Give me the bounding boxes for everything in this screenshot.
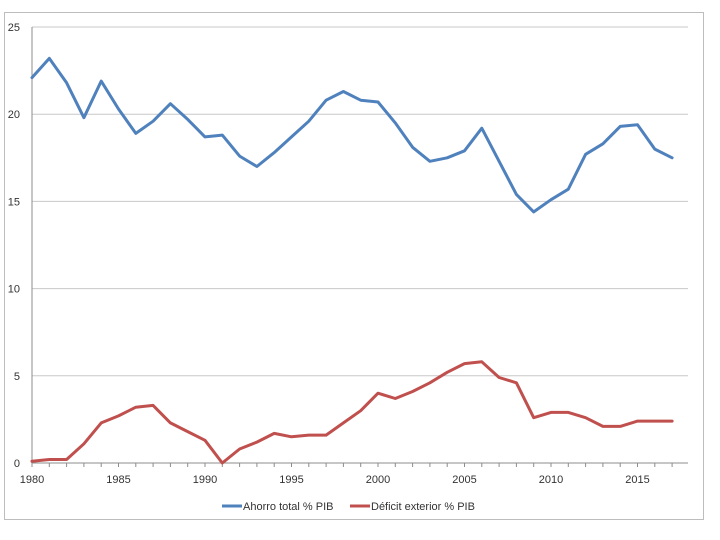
x-tick-label: 2000 [366,474,390,486]
axes [31,27,688,467]
y-tick-label: 0 [14,458,20,470]
x-tick-label: 2015 [625,474,649,486]
y-tick-label: 10 [8,284,20,296]
x-tick-labels: 1980 1985 1990 1995 2000 2005 2010 2015 [20,474,650,486]
y-tick-label: 5 [14,371,20,383]
legend-label: Déficit exterior % PIB [371,501,475,513]
y-tick-label: 20 [8,109,20,121]
x-tick-label: 1995 [279,474,303,486]
series-lines [30,56,674,465]
y-tick-label: 15 [8,196,20,208]
x-tick-label: 2010 [539,474,563,486]
series-line-ahorro-total [30,56,674,214]
series-line-deficit-exterior [30,360,674,465]
gridlines [32,26,688,377]
y-tick-labels: 0 5 10 15 20 25 [8,22,20,470]
legend-label: Ahorro total % PIB [243,501,334,513]
x-tick-label: 1990 [193,474,217,486]
y-tick-label: 25 [8,22,20,34]
legend: Ahorro total % PIB Déficit exterior % PIB [222,501,475,513]
x-tick-label: 1980 [20,474,44,486]
x-tick-label: 2005 [452,474,476,486]
x-tick-label: 1985 [106,474,130,486]
